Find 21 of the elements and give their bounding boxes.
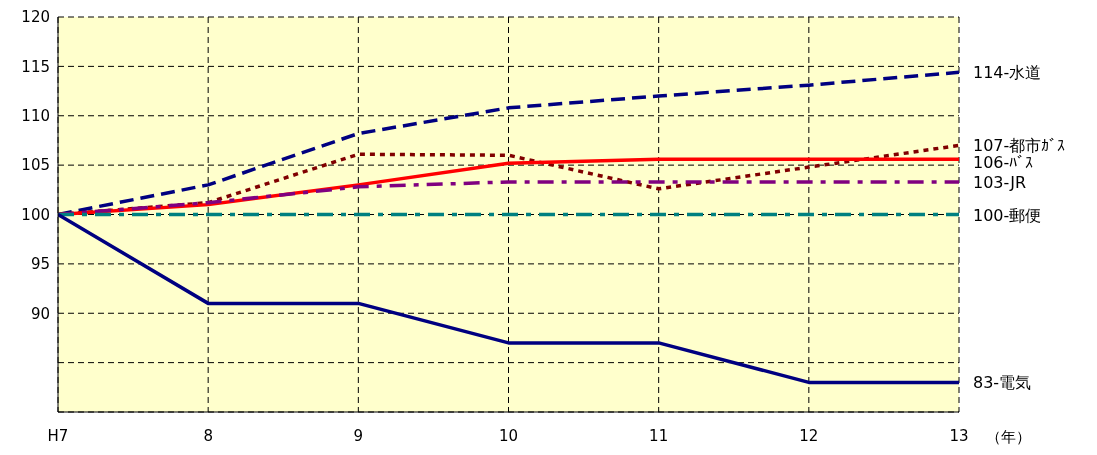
y-tick-label: 110 <box>21 107 50 126</box>
x-tick-label: 10 <box>498 426 519 445</box>
x-tick-label: H7 <box>47 426 69 445</box>
y-tick-label: 95 <box>30 255 50 274</box>
x-tick-label: 11 <box>649 426 669 445</box>
x-tick-label: 12 <box>799 426 819 445</box>
series-label: 83-電気 <box>973 373 1032 393</box>
series-label: 103-JR <box>973 172 1027 192</box>
x-tick-label: 13 <box>949 426 969 445</box>
x-tick-label: 9 <box>353 426 364 445</box>
y-tick-label: 90 <box>30 304 50 323</box>
y-tick-label: 100 <box>21 205 50 224</box>
x-tick-label: 8 <box>203 426 213 445</box>
x-axis-title: （年） <box>986 428 1031 447</box>
series-label: 100-郵便 <box>973 205 1042 225</box>
series-label: 107-都市ｶﾞｽ <box>973 136 1066 156</box>
y-tick-label: 120 <box>21 8 50 27</box>
y-tick-label: 105 <box>21 156 50 175</box>
series-label: 114-水道 <box>973 63 1042 83</box>
series-label: 106-ﾊﾞｽ <box>973 153 1034 173</box>
y-tick-label: 115 <box>21 57 50 76</box>
